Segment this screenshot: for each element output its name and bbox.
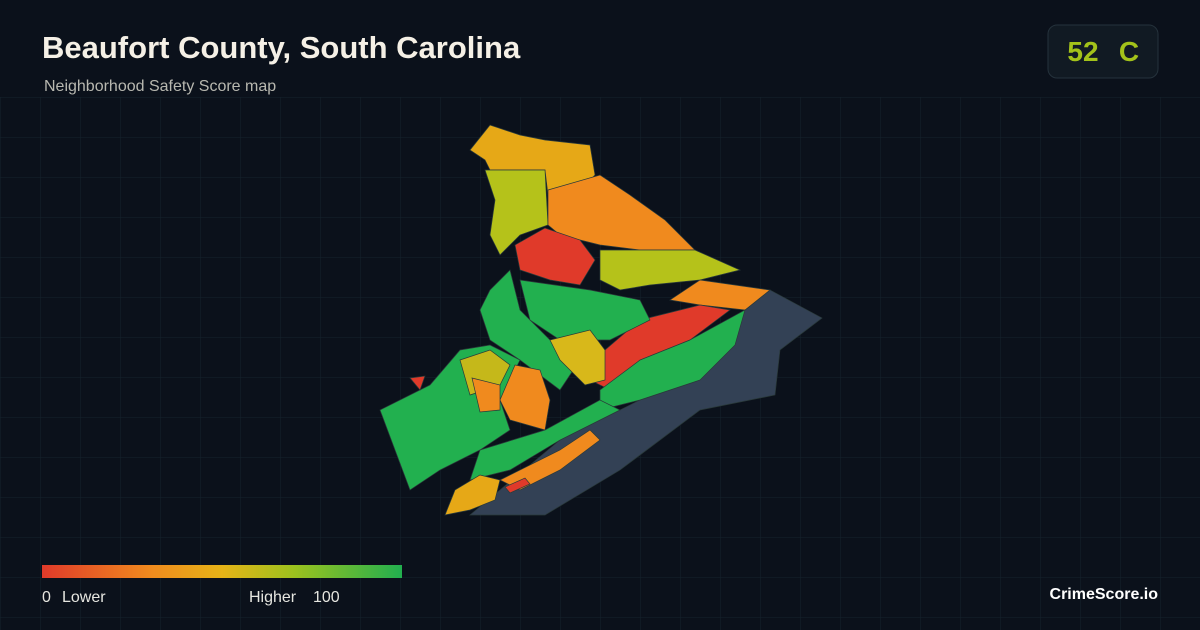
legend-max: 100: [313, 589, 340, 606]
region: [599, 249, 742, 291]
region: [599, 309, 746, 411]
score-value: 52: [1067, 36, 1098, 67]
legend-max-label: Higher: [249, 589, 297, 606]
region: [484, 169, 549, 256]
region: [471, 377, 501, 413]
region: [499, 429, 601, 491]
region: [459, 349, 511, 396]
map: [379, 124, 823, 516]
score-box: [1047, 24, 1159, 79]
title: Beaufort County, South Carolina: [42, 30, 521, 65]
region: [409, 375, 426, 391]
brand: CrimeScore.io: [1050, 586, 1159, 603]
score-grade: C: [1119, 36, 1139, 67]
region: [519, 279, 651, 341]
legend-bar: [42, 565, 402, 578]
region: [549, 329, 606, 386]
region: [669, 279, 771, 311]
region: [514, 227, 596, 286]
legend-min-label: Lower: [62, 589, 106, 606]
region: [479, 269, 581, 391]
legend-min: 0: [42, 589, 51, 606]
region: [504, 477, 531, 494]
subtitle: Neighborhood Safety Score map: [44, 78, 276, 95]
